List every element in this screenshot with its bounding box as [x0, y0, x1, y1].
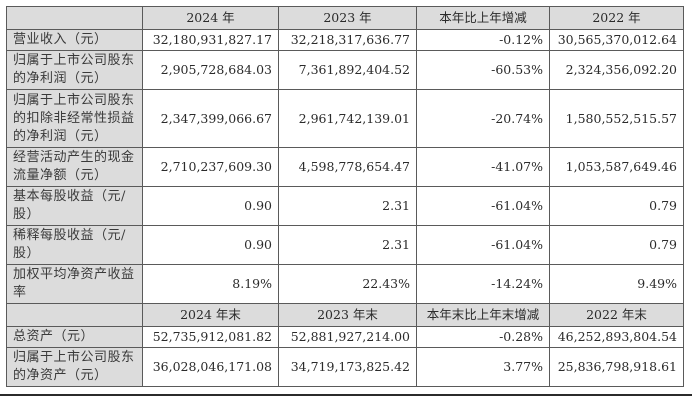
value-2023: 32,218,317,636.77 — [278, 29, 417, 51]
value-2022: 9.49% — [549, 264, 684, 304]
value-2024-end: 52,735,912,081.82 — [142, 326, 279, 348]
value-2022: 1,053,587,649.46 — [549, 147, 684, 187]
value-2023: 4,598,778,654.47 — [278, 147, 417, 187]
value-2022: 0.79 — [549, 186, 684, 226]
value-2022: 0.79 — [549, 225, 684, 265]
table-row-operating-cash-flow: 经营活动产生的现金流量净额（元） 2,710,237,609.30 4,598,… — [6, 147, 684, 187]
financial-summary-table: 2024 年 2023 年 本年比上年增减 2022 年 营业收入（元） 32,… — [6, 6, 684, 387]
value-change: -61.04% — [416, 225, 550, 265]
row-label: 归属于上市公司股东的净利润（元） — [6, 50, 143, 90]
header-cell-2022: 2022 年 — [549, 6, 684, 30]
value-2023: 2.31 — [278, 186, 417, 226]
table-row-basic-eps: 基本每股收益（元/股） 0.90 2.31 -61.04% 0.79 — [6, 186, 684, 226]
header-cell-2024-end: 2024 年末 — [142, 303, 279, 327]
value-change: -41.07% — [416, 147, 550, 187]
value-2022: 2,324,356,092.20 — [549, 50, 684, 90]
value-2023-end: 34,719,173,825.42 — [278, 347, 417, 387]
table-row-total-assets: 总资产（元） 52,735,912,081.82 52,881,927,214.… — [6, 326, 684, 348]
table-row-weighted-roe: 加权平均净资产收益率 8.19% 22.43% -14.24% 9.49% — [6, 264, 684, 304]
header-cell-blank — [6, 303, 143, 327]
value-2022-end: 46,252,893,804.54 — [549, 326, 684, 348]
value-change: 3.77% — [416, 347, 550, 387]
header-cell-yoy-change: 本年比上年增减 — [416, 6, 550, 30]
value-2023: 7,361,892,404.52 — [278, 50, 417, 90]
value-2024-end: 36,028,046,171.08 — [142, 347, 279, 387]
row-label: 营业收入（元） — [6, 29, 143, 51]
value-2022-end: 25,836,798,918.61 — [549, 347, 684, 387]
period-header-row: 2024 年 2023 年 本年比上年增减 2022 年 — [6, 6, 684, 30]
value-change: -61.04% — [416, 186, 550, 226]
value-2023: 2,961,742,139.01 — [278, 89, 417, 148]
value-change: -0.12% — [416, 29, 550, 51]
value-2024: 2,710,237,609.30 — [142, 147, 279, 187]
header-cell-2023: 2023 年 — [278, 6, 417, 30]
header-cell-2023-end: 2023 年末 — [278, 303, 417, 327]
row-label: 经营活动产生的现金流量净额（元） — [6, 147, 143, 187]
value-2024: 2,905,728,684.03 — [142, 50, 279, 90]
header-cell-blank — [6, 6, 143, 30]
table-row-operating-revenue: 营业收入（元） 32,180,931,827.17 32,218,317,636… — [6, 29, 684, 51]
value-2023: 2.31 — [278, 225, 417, 265]
value-2023: 22.43% — [278, 264, 417, 304]
value-change: -0.28% — [416, 326, 550, 348]
row-label: 基本每股收益（元/股） — [6, 186, 143, 226]
table-row-net-assets: 归属于上市公司股东的净资产（元） 36,028,046,171.08 34,71… — [6, 347, 684, 387]
header-cell-2022-end: 2022 年末 — [549, 303, 684, 327]
row-label: 归属于上市公司股东的扣除非经常性损益的净利润（元） — [6, 89, 143, 148]
financial-summary-table-container: 2024 年 2023 年 本年比上年增减 2022 年 营业收入（元） 32,… — [6, 6, 684, 387]
value-2023-end: 52,881,927,214.00 — [278, 326, 417, 348]
bottom-divider — [0, 394, 692, 396]
value-2022: 30,565,370,012.64 — [549, 29, 684, 51]
value-2024: 32,180,931,827.17 — [142, 29, 279, 51]
year-end-header-row: 2024 年末 2023 年末 本年末比上年末增减 2022 年末 — [6, 303, 684, 327]
value-change: -14.24% — [416, 264, 550, 304]
row-label: 总资产（元） — [6, 326, 143, 348]
value-2024: 0.90 — [142, 225, 279, 265]
row-label: 归属于上市公司股东的净资产（元） — [6, 347, 143, 387]
table-row-net-profit-excl-nonrecurring: 归属于上市公司股东的扣除非经常性损益的净利润（元） 2,347,399,066.… — [6, 89, 684, 148]
table-row-net-profit: 归属于上市公司股东的净利润（元） 2,905,728,684.03 7,361,… — [6, 50, 684, 90]
table-row-diluted-eps: 稀释每股收益（元/股） 0.90 2.31 -61.04% 0.79 — [6, 225, 684, 265]
value-2024: 8.19% — [142, 264, 279, 304]
value-change: -20.74% — [416, 89, 550, 148]
value-2022: 1,580,552,515.57 — [549, 89, 684, 148]
value-2024: 2,347,399,066.67 — [142, 89, 279, 148]
header-cell-yoy-end-change: 本年末比上年末增减 — [416, 303, 550, 327]
row-label: 加权平均净资产收益率 — [6, 264, 143, 304]
row-label: 稀释每股收益（元/股） — [6, 225, 143, 265]
value-2024: 0.90 — [142, 186, 279, 226]
header-cell-2024: 2024 年 — [142, 6, 279, 30]
value-change: -60.53% — [416, 50, 550, 90]
